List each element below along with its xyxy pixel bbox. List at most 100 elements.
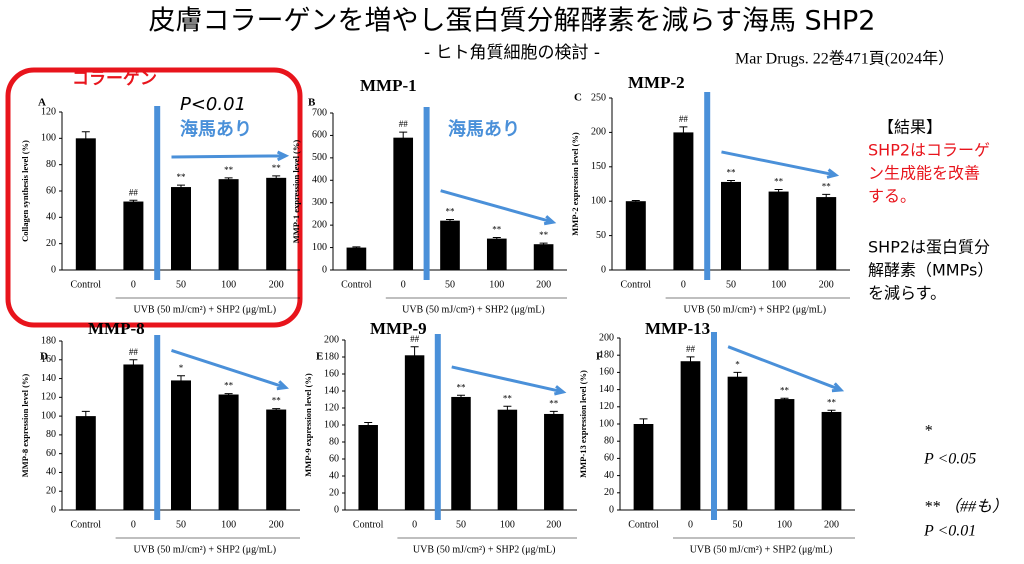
bar [123,201,144,270]
error-bar [639,418,648,430]
y-tick-label: 160 [599,367,614,378]
panel-letter: E [316,351,323,363]
bar [218,394,239,510]
x-tick-label: 100 [221,519,236,530]
panel-letter: D [40,351,48,363]
panel-letter: C [574,92,582,104]
chart-title: コラーゲン [72,68,157,88]
finding-line: を減らす。 [868,284,946,303]
error-bar [679,126,688,138]
y-tick-label: 40 [329,470,339,481]
y-tick-label: 100 [599,418,614,429]
bar [171,187,191,270]
bar [218,179,239,270]
error-bar [492,236,501,240]
significance-label: ** [224,381,234,391]
chart-title: MMP-2 [628,73,685,92]
error-bar [727,180,735,184]
x-tick-label: Control [353,519,384,530]
error-bar [177,375,185,386]
bar [440,220,460,270]
x-tick-label: 200 [269,519,284,530]
significance-label: ** [727,168,737,178]
y-tick-label: 40 [46,212,56,223]
significance-label: ## [686,344,696,354]
x-tick-label: Control [71,279,102,290]
x-axis-label: UVB (50 mJ/cm²) + SHP2 (μg/mL) [133,304,276,315]
error-bar [224,177,233,181]
finding-line: SHP2はコラーゲ [868,141,990,160]
x-tick-label: 0 [688,519,693,530]
bar [404,355,425,510]
significance-label: ** [549,398,559,408]
x-tick-label: 200 [824,519,839,530]
bar [768,191,789,270]
x-tick-label: 50 [176,279,186,290]
y-tick-label: 20 [604,487,614,498]
x-axis-label: UVB (50 mJ/cm²) + SHP2 (μg/mL) [683,304,826,315]
y-tick-label: 0 [334,504,339,515]
y-tick-label: 120 [599,401,614,412]
error-bar [364,421,373,428]
y-tick-label: 600 [312,130,327,141]
bar [625,201,646,270]
bar [266,409,287,510]
bar [497,409,518,510]
x-tick-label: 0 [131,279,136,290]
error-bar [457,394,465,399]
significance-label: ** [492,225,502,235]
y-axis-label: MMP-9 expression level (%) [303,373,313,477]
significance-label: * [179,363,184,373]
bar [346,247,367,270]
significance-label: ** [177,172,187,182]
error-bar [686,356,695,366]
x-tick-label: 100 [500,519,515,530]
citation: Mar Drugs. 22巻471頁(2024年） [735,50,954,68]
bar [673,132,694,270]
error-bar [410,346,419,364]
significance-label: ** [827,397,837,407]
x-tick-label: 200 [269,279,284,290]
chart-title: MMP-8 [88,319,145,338]
y-tick-label: 0 [51,264,56,275]
legend-line: ** （##も） [924,498,1008,516]
results-heading: 【結果】 [878,118,942,137]
y-tick-label: 180 [324,351,339,362]
y-tick-label: 20 [46,486,56,497]
error-bar [774,189,783,194]
chart-title: MMP-13 [645,319,710,338]
y-tick-label: 80 [604,435,614,446]
error-bar [446,219,454,222]
bar [774,399,795,510]
y-tick-label: 60 [329,453,339,464]
y-tick-label: 0 [601,264,606,275]
slide-subtitle: - ヒト角質細胞の検討 - [424,43,600,63]
error-bar [129,359,138,370]
y-axis-label: MMP-8 expression level (%) [20,374,30,478]
significance-label: ** [457,382,467,392]
trend-arrow [440,189,557,226]
bar [123,364,144,510]
bar [75,138,96,270]
error-bar [81,410,90,421]
slide-title: 皮膚コラーゲンを増やし蛋白質分解酵素を減らす海馬 SHP2 [149,6,876,37]
bar [75,416,96,510]
y-tick-label: 100 [324,419,339,430]
x-axis-label: UVB (50 mJ/cm²) + SHP2 (μg/mL) [690,544,833,555]
error-bar [272,408,281,411]
legend-line: * [924,423,932,440]
y-tick-label: 20 [46,238,56,249]
significance-label: ** [780,385,790,395]
error-bar [81,131,90,145]
finding-line: 解酵素（MMPs） [868,261,993,280]
y-tick-label: 120 [41,106,56,117]
y-tick-label: 140 [599,384,614,395]
bar [533,244,554,270]
x-tick-label: 50 [733,519,743,530]
bar [171,380,191,510]
y-tick-label: 50 [596,230,606,241]
error-bar [822,193,831,200]
y-tick-label: 160 [324,368,339,379]
panel-letter: F [596,351,603,363]
y-tick-label: 140 [324,385,339,396]
